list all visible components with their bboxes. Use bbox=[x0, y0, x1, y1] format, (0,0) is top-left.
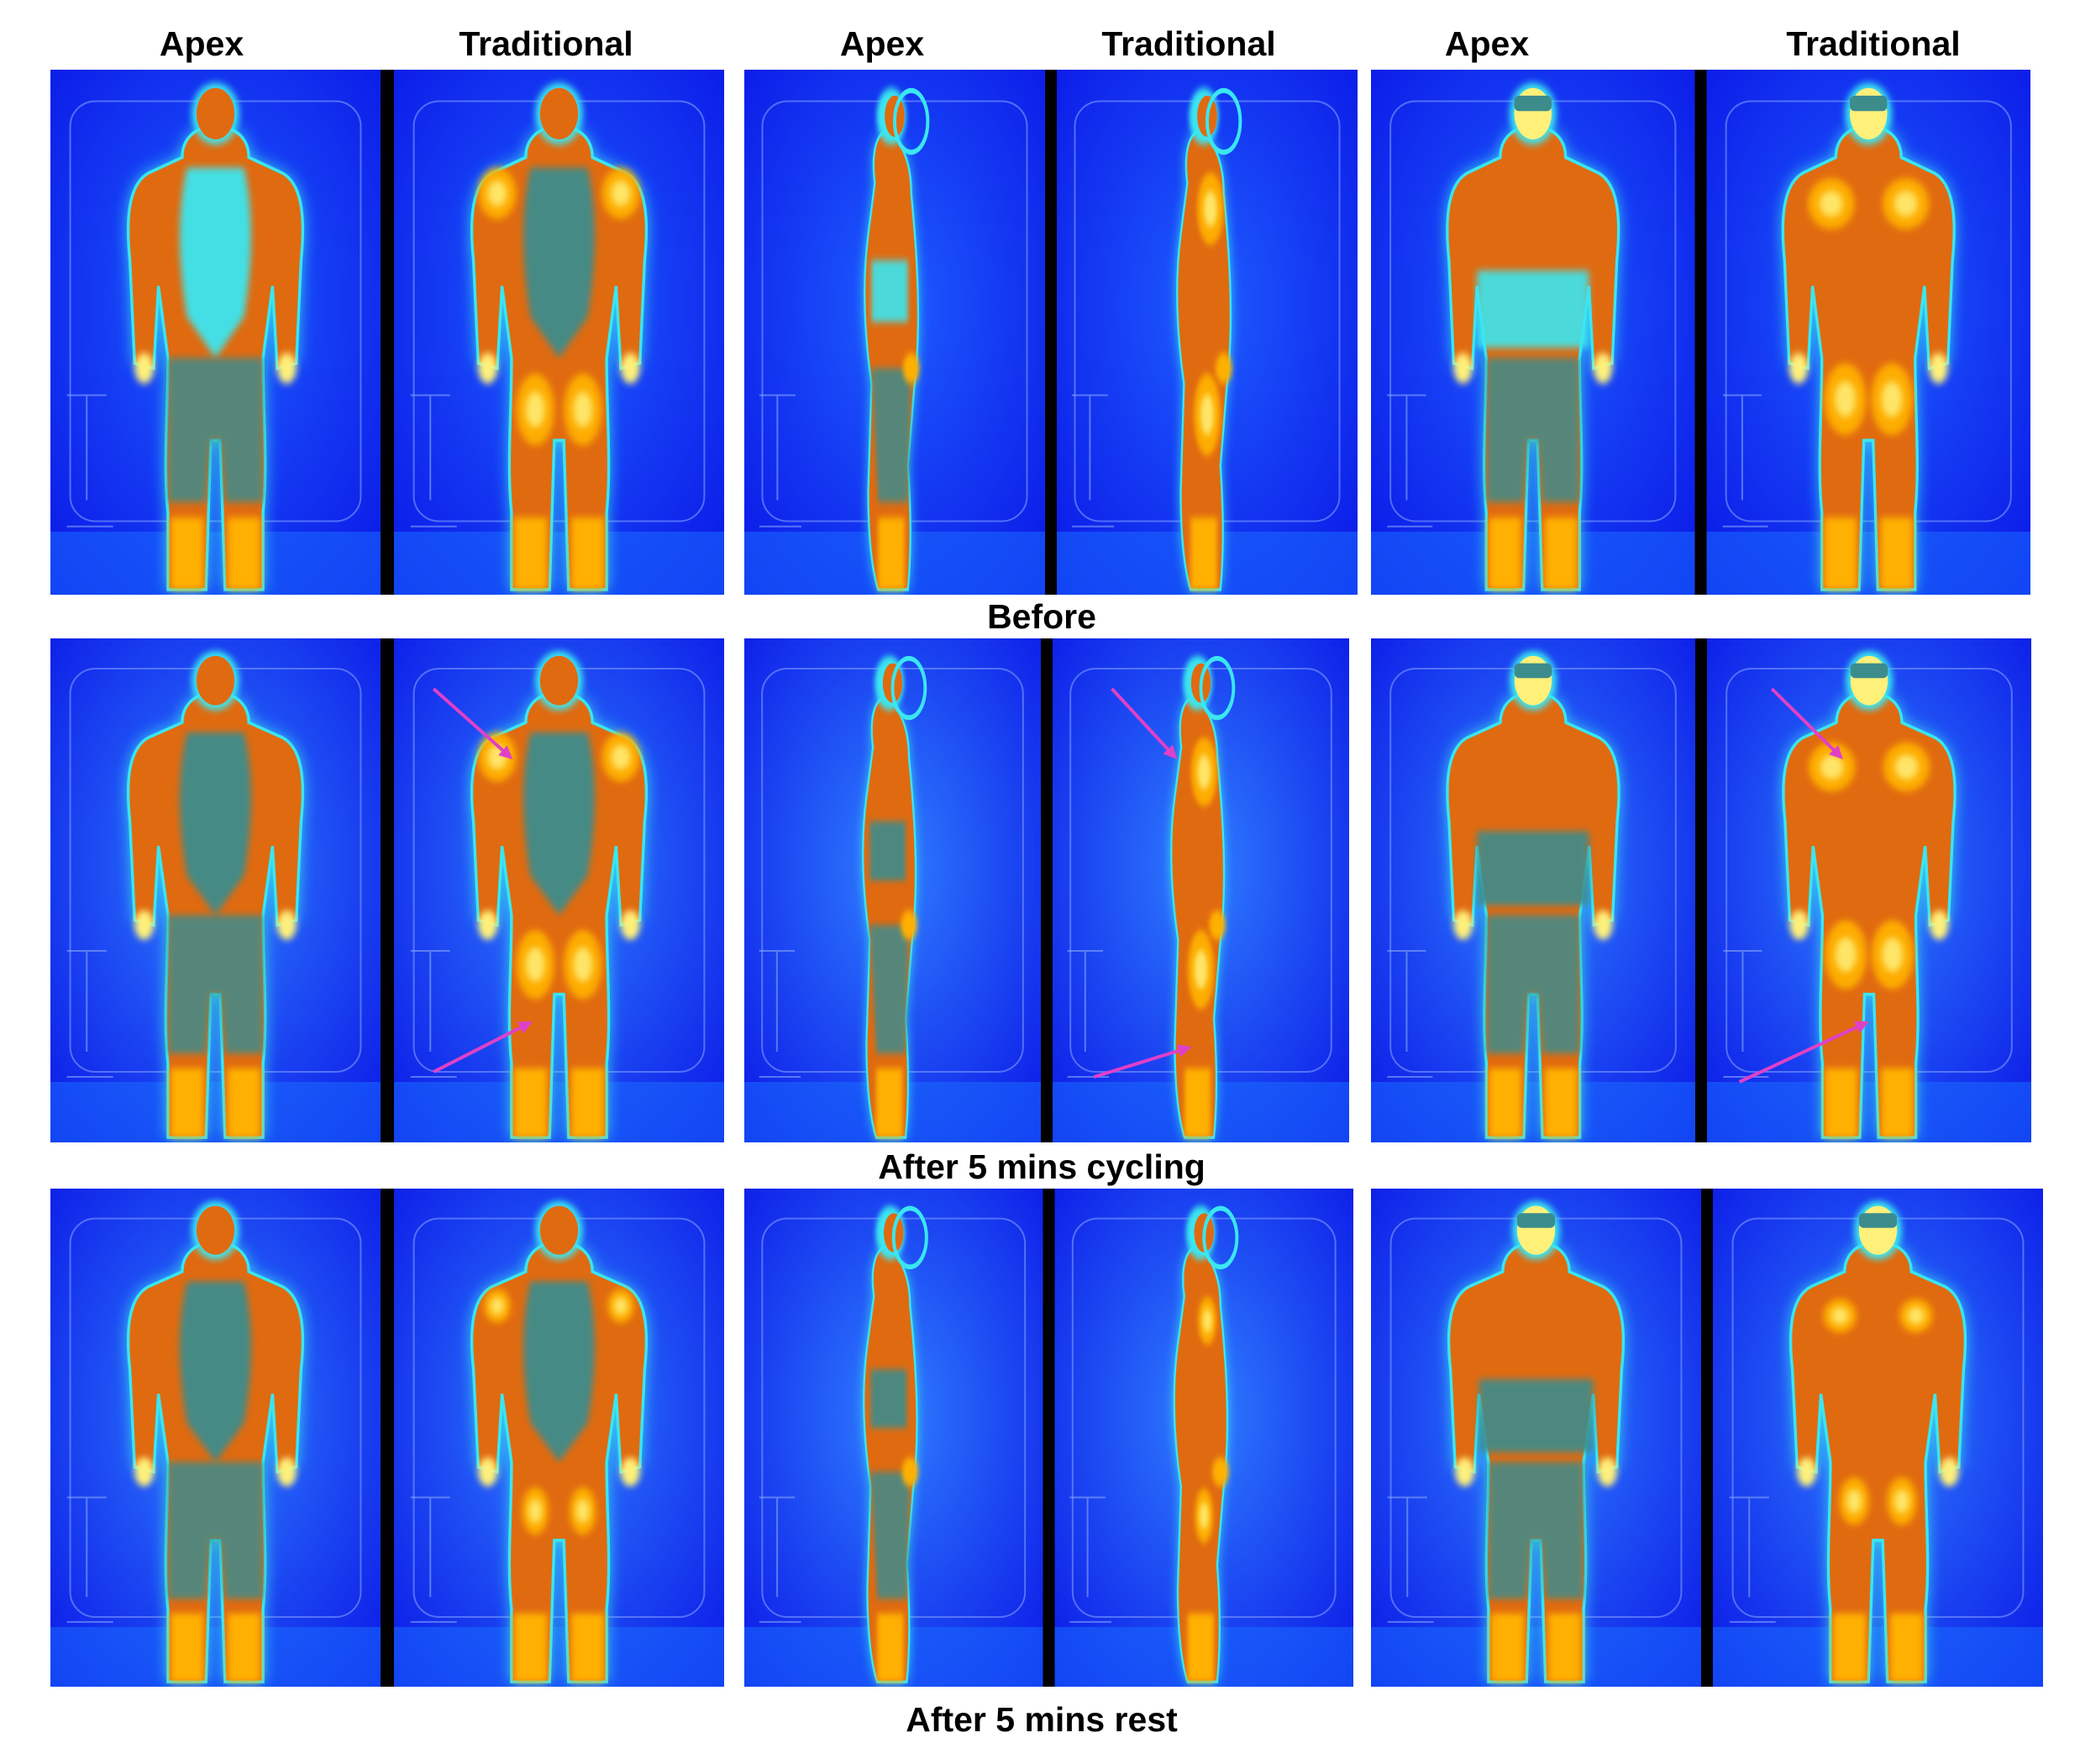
header-apex-side: Apex bbox=[839, 24, 925, 63]
thermal-pair-back-before bbox=[1371, 70, 2030, 595]
row-label-before: Before bbox=[987, 597, 1096, 636]
thermal-pair-front-before bbox=[50, 70, 724, 595]
row-label-after-cycling: After 5 mins cycling bbox=[878, 1147, 1205, 1186]
header-traditional-side: Traditional bbox=[1101, 24, 1276, 63]
header-traditional-front: Traditional bbox=[459, 24, 633, 63]
thermal-pair-back-rest bbox=[1371, 1189, 2043, 1687]
thermal-pair-side-rest bbox=[744, 1189, 1353, 1687]
thermal-pair-front-cycling bbox=[50, 638, 724, 1142]
header-traditional-back: Traditional bbox=[1786, 24, 1961, 63]
thermal-pair-front-rest bbox=[50, 1189, 724, 1687]
thermal-pair-side-before bbox=[744, 70, 1358, 595]
header-apex-back: Apex bbox=[1444, 24, 1530, 63]
row-label-after-rest: After 5 mins rest bbox=[906, 1700, 1178, 1739]
thermal-pair-back-cycling bbox=[1371, 638, 2031, 1142]
thermal-pair-side-cycling bbox=[744, 638, 1349, 1142]
header-apex-front: Apex bbox=[159, 24, 244, 63]
